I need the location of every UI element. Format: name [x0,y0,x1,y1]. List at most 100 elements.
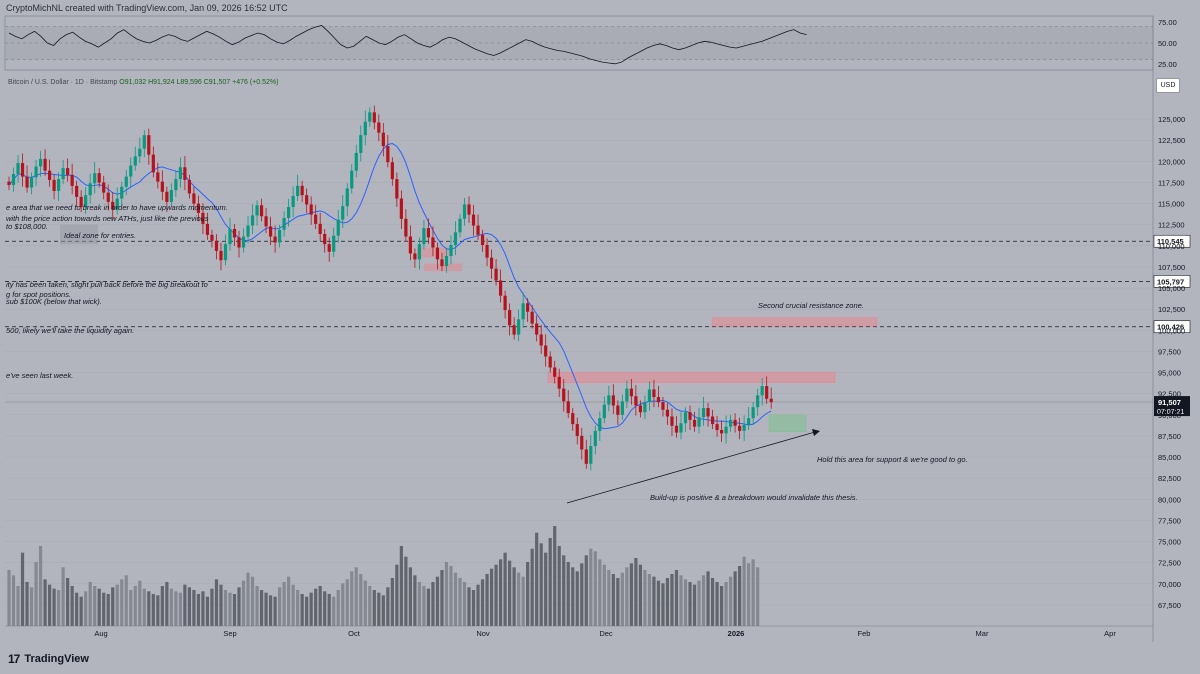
candle [259,205,264,217]
volume-bar [458,578,462,626]
volume-bar [508,560,512,626]
volume-bar [75,592,79,626]
volume-bar [620,572,624,626]
volume-bar [214,579,219,626]
candle [715,424,719,431]
volume-bar [187,587,191,626]
candle [156,172,160,182]
volume-bar [742,556,746,626]
candle [70,174,74,186]
volume-bar [706,571,710,626]
candle [670,416,674,426]
candle [462,204,467,219]
volume-bar [115,584,119,626]
last-price-label: 91,507 [1158,398,1181,407]
key-level-label: 110,545 [1157,237,1184,246]
candle [593,430,597,447]
candle [372,112,376,123]
volume-bar [562,555,566,626]
y-tick-label: 77,500 [1158,516,1181,525]
volume-bar [57,590,61,626]
candles [7,105,773,471]
y-tick-label: 82,500 [1158,474,1181,483]
candle [404,218,408,237]
candle [165,191,169,202]
candle [607,395,611,405]
candle [332,235,336,252]
volume-bar [503,552,507,626]
volume-bar [84,591,88,626]
annotation-text: g for spot positions. [6,290,71,299]
candle [756,395,760,408]
annotation-text: Build-up is positive & a breakdown would… [650,493,858,502]
y-tick-label: 105,000 [1158,284,1185,293]
tradingview-logo[interactable]: 17 TradingView [8,652,89,666]
volume-bar [156,595,160,626]
volume-bar [300,594,304,626]
candle [683,412,688,424]
y-axis[interactable]: 125,000 122,500 120,000 117,500 115,000 112,5… [1158,18,1185,610]
candle [498,280,503,296]
candle [539,334,543,346]
volume-bar [738,566,742,626]
symbol-info: Bitcoin / U.S. Dollar · 1D · Bitstamp O9… [8,79,278,86]
volume-bar [169,588,173,626]
volume-bar [345,579,349,626]
candle [147,135,151,155]
candle [133,156,137,166]
currency-badge[interactable]: USD [1156,78,1180,93]
x-axis[interactable]: Aug Sep Oct Nov Dec 2026 Feb Mar Apr [94,629,1116,638]
candle [97,173,101,183]
candle [323,234,327,245]
candle [300,185,304,196]
entry-zone-3 [60,224,98,245]
candle [318,223,322,235]
y-tick-label: 100,000 [1158,326,1185,335]
candle [102,182,106,193]
volume-bar [183,584,187,626]
volume-bar [34,562,38,626]
key-level-label: 105,797 [1157,277,1184,286]
candle [602,404,606,419]
candle [598,418,602,431]
candle [426,228,431,238]
candle [201,212,205,224]
rsi-tick-label: 25.00 [1158,60,1177,69]
tradingview-logo-icon: 17 [8,652,20,666]
candle [309,204,313,215]
y-tick-label: 117,500 [1158,178,1185,187]
resistance-zone-2 [711,317,878,327]
candle [228,228,232,245]
volume-bar [440,570,444,626]
candle [467,204,471,215]
volume-bar [548,538,552,626]
annotation-text: e've seen last week. [6,371,73,380]
volume-bar [692,584,697,626]
volume-bar [616,578,620,626]
volume-bar [593,551,597,626]
candle [120,186,124,199]
x-tick-label: Apr [1104,629,1116,638]
volume-bar [638,564,642,626]
key-level-badge [1153,320,1191,334]
candle [341,206,345,220]
volume-bar [25,582,29,626]
candle [557,376,561,389]
volume-bar [363,580,367,626]
volume-bar [273,596,277,626]
candle [106,192,110,202]
price-grid [5,118,1153,606]
candle [575,424,579,436]
candle [305,195,309,205]
volume-bar [661,583,665,626]
volume-bar [602,564,606,626]
candle [291,195,295,207]
volume-bar [498,559,503,626]
volume-bar [43,579,47,626]
y-tick-label: 90,000 [1158,411,1181,420]
candle [169,190,173,202]
zones [60,224,878,432]
volume-bar [246,572,250,626]
volume-bar [625,567,629,626]
